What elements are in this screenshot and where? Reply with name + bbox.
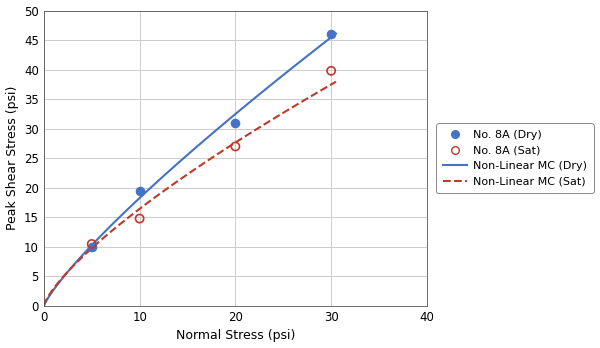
Point (87, 244, 97, 250)
Point (135, 216, 145, 221)
Point (87, 241, 97, 247)
Legend: No. 8A (Dry), No. 8A (Sat), Non-Linear MC (Dry), Non-Linear MC (Sat): No. 8A (Dry), No. 8A (Sat), Non-Linear M… (436, 123, 593, 193)
Point (230, 120, 240, 126)
Y-axis label: Peak Shear Stress (psi): Peak Shear Stress (psi) (5, 86, 19, 230)
Point (326, 31, 336, 37)
Point (135, 188, 145, 193)
Point (230, 144, 240, 149)
X-axis label: Normal Stress (psi): Normal Stress (psi) (176, 330, 295, 342)
Point (326, 68, 336, 74)
